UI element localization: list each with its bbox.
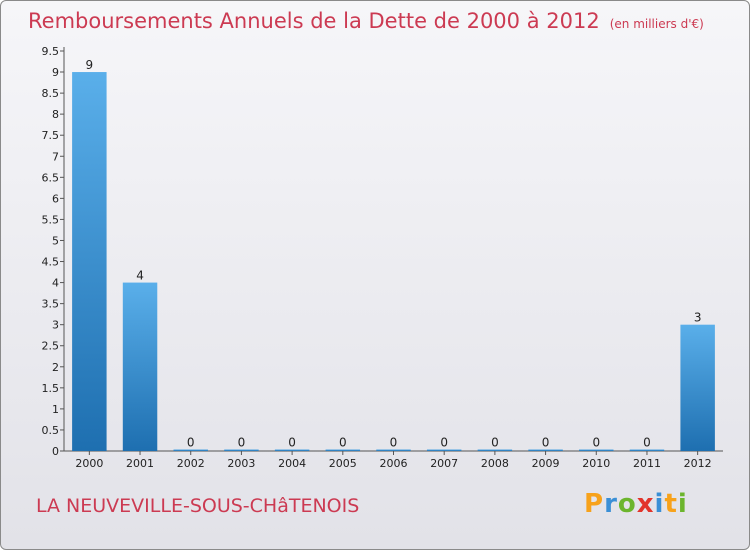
bar (477, 449, 513, 451)
y-tick-label: 6 (52, 192, 59, 205)
x-tick-label: 2004 (278, 457, 306, 470)
y-tick-label: 4.5 (42, 256, 60, 269)
bar (72, 72, 107, 451)
x-tick-label: 2010 (582, 457, 610, 470)
y-tick-label: 5 (52, 234, 59, 247)
y-tick-label: 7.5 (42, 129, 60, 142)
bar-value-label: 4 (136, 269, 144, 283)
bar-value-label: 0 (238, 436, 246, 450)
bar-value-label: 0 (339, 436, 347, 450)
y-tick-label: 2 (52, 361, 59, 374)
y-tick-label: 4 (52, 277, 59, 290)
x-tick-label: 2012 (684, 457, 712, 470)
logo-letter: r (604, 489, 618, 519)
x-tick-label: 2008 (481, 457, 509, 470)
proxiti-logo: Proxiti (584, 489, 688, 519)
chart-title-text: Remboursements Annuels de la Dette de 20… (28, 9, 600, 33)
commune-name: LA NEUVEVILLE-SOUS-CHâTENOIS (36, 495, 360, 517)
x-tick-label: 2006 (380, 457, 408, 470)
x-tick-label: 2011 (633, 457, 661, 470)
x-tick-label: 2005 (329, 457, 357, 470)
y-tick-label: 1.5 (42, 382, 60, 395)
bar (629, 449, 665, 451)
bar-value-label: 3 (694, 311, 702, 325)
bar-value-label: 0 (390, 436, 398, 450)
y-tick-label: 3 (52, 319, 59, 332)
y-tick-label: 5.5 (42, 213, 60, 226)
x-tick-label: 2000 (75, 457, 103, 470)
bar-value-label: 0 (288, 436, 296, 450)
logo-letter: i (677, 489, 688, 519)
bar (680, 324, 715, 451)
y-tick-label: 9.5 (42, 45, 60, 58)
bar-value-label: 0 (542, 436, 550, 450)
y-tick-label: 6.5 (42, 171, 60, 184)
y-tick-label: 7 (52, 150, 59, 163)
x-tick-label: 2001 (126, 457, 154, 470)
bar (528, 449, 563, 451)
x-tick-label: 2002 (177, 457, 205, 470)
bar (224, 449, 259, 451)
logo-letter: x (636, 489, 655, 519)
chart-bars: 9 4 0 0 0 0 0 0 0 0 0 0 3 (72, 58, 715, 451)
bar (173, 449, 208, 451)
x-tick-label: 2003 (227, 457, 255, 470)
y-tick-label: 0.5 (42, 424, 60, 437)
y-tick-label: 1 (52, 403, 59, 416)
bar (274, 449, 310, 451)
y-tick-label: 9 (52, 66, 59, 79)
bar (325, 449, 361, 451)
logo-letter: i (654, 489, 665, 519)
bar (122, 282, 158, 451)
y-tick-label: 8.5 (42, 87, 60, 100)
logo-letter: P (584, 489, 605, 519)
y-tick-label: 2.5 (42, 340, 60, 353)
logo-letter: o (617, 489, 637, 519)
bar-value-label: 0 (187, 436, 195, 450)
chart-axes: 0 0.5 1 1.5 2 2.5 3 3.5 4 4.5 5 5.5 6 6.5 7 7.5 8 8.5 9 9.5… (42, 45, 723, 470)
y-tick-label: 8 (52, 108, 59, 121)
bar-value-label: 0 (440, 436, 448, 450)
chart-title: Remboursements Annuels de la Dette de 20… (28, 9, 704, 33)
bar-value-label: 0 (491, 436, 499, 450)
chart-unit: (en milliers d'€) (609, 17, 704, 31)
x-tick-label: 2009 (532, 457, 560, 470)
bar (426, 449, 462, 451)
bar-value-label: 0 (592, 436, 600, 450)
x-tick-label: 2007 (430, 457, 458, 470)
bar (376, 449, 411, 451)
bar-value-label: 9 (86, 58, 94, 72)
y-tick-label: 0 (52, 445, 59, 458)
bar (579, 449, 614, 451)
bar-value-label: 0 (643, 436, 651, 450)
logo-letter: t (664, 489, 678, 519)
y-tick-label: 3.5 (42, 298, 60, 311)
